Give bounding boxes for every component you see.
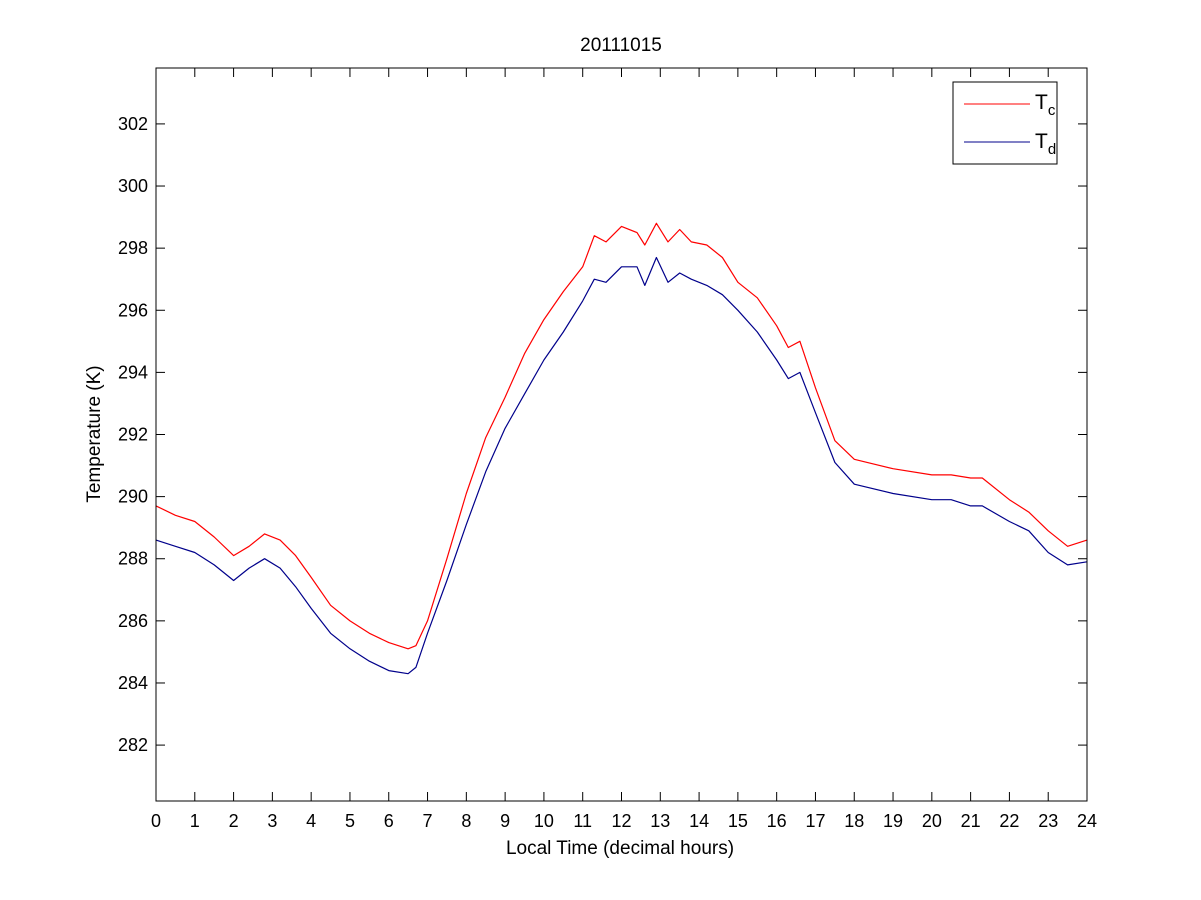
x-tick-label: 23 (1038, 811, 1058, 831)
x-tick-label: 11 (573, 811, 592, 831)
y-tick-label: 286 (118, 611, 148, 631)
x-tick-label: 24 (1077, 811, 1097, 831)
axis-tick-labels: 0 1 2 3 4 5 6 7 8 9 10 11 12 13 14 15 16 17 18 19 20 21 22 23 24… (118, 114, 1097, 831)
x-tick-label: 17 (805, 811, 825, 831)
x-tick-label: 21 (961, 811, 981, 831)
x-tick-label: 19 (883, 811, 903, 831)
y-tick-label: 290 (118, 487, 148, 507)
y-tick-label: 302 (118, 114, 148, 134)
x-tick-label: 13 (650, 811, 670, 831)
x-tick-label: 0 (151, 811, 161, 831)
x-tick-label: 9 (500, 811, 510, 831)
axis-ticks (155, 68, 1088, 801)
x-tick-label: 1 (190, 811, 200, 831)
legend-label-td-sub: d (1048, 141, 1056, 158)
x-tick-label: 16 (767, 811, 787, 831)
legend-label-td: Td (1035, 130, 1056, 158)
legend-label-tc: Tc (1035, 91, 1056, 119)
series-line-d (155, 256, 1088, 675)
x-tick-label: 2 (229, 811, 239, 831)
x-tick-label: 7 (423, 811, 433, 831)
x-tick-label: 22 (999, 811, 1019, 831)
x-tick-label: 8 (461, 811, 471, 831)
y-axis-label: Temperature (K) (84, 365, 105, 502)
legend-box (952, 81, 1058, 165)
chart-title: 20111015 (580, 35, 662, 56)
x-tick-label: 20 (922, 811, 942, 831)
y-tick-label: 284 (118, 673, 148, 693)
x-axis-label: Local Time (decimal hours) (506, 838, 734, 859)
x-tick-label: 12 (611, 811, 631, 831)
y-tick-label: 282 (118, 735, 148, 755)
y-tick-label: 294 (118, 362, 148, 382)
x-tick-label: 10 (534, 811, 554, 831)
legend: Tc Td (952, 81, 1058, 165)
x-tick-label: 5 (345, 811, 355, 831)
y-tick-label: 300 (118, 176, 148, 196)
y-tick-label: 296 (118, 300, 148, 320)
legend-label-tc-sub: c (1048, 102, 1056, 119)
x-tick-label: 6 (384, 811, 394, 831)
x-tick-label: 18 (844, 811, 864, 831)
series-line-c (155, 222, 1088, 650)
axes-box (155, 67, 1088, 802)
y-tick-label: 298 (118, 238, 148, 258)
x-tick-label: 4 (306, 811, 316, 831)
y-tick-label: 288 (118, 549, 148, 569)
y-tick-label: 292 (118, 425, 148, 445)
x-tick-label: 3 (267, 811, 277, 831)
x-tick-label: 15 (728, 811, 748, 831)
legend-label-td-main: T (1035, 130, 1048, 153)
legend-label-tc-main: T (1035, 91, 1048, 114)
x-tick-label: 14 (689, 811, 709, 831)
plot-lines (155, 222, 1088, 675)
